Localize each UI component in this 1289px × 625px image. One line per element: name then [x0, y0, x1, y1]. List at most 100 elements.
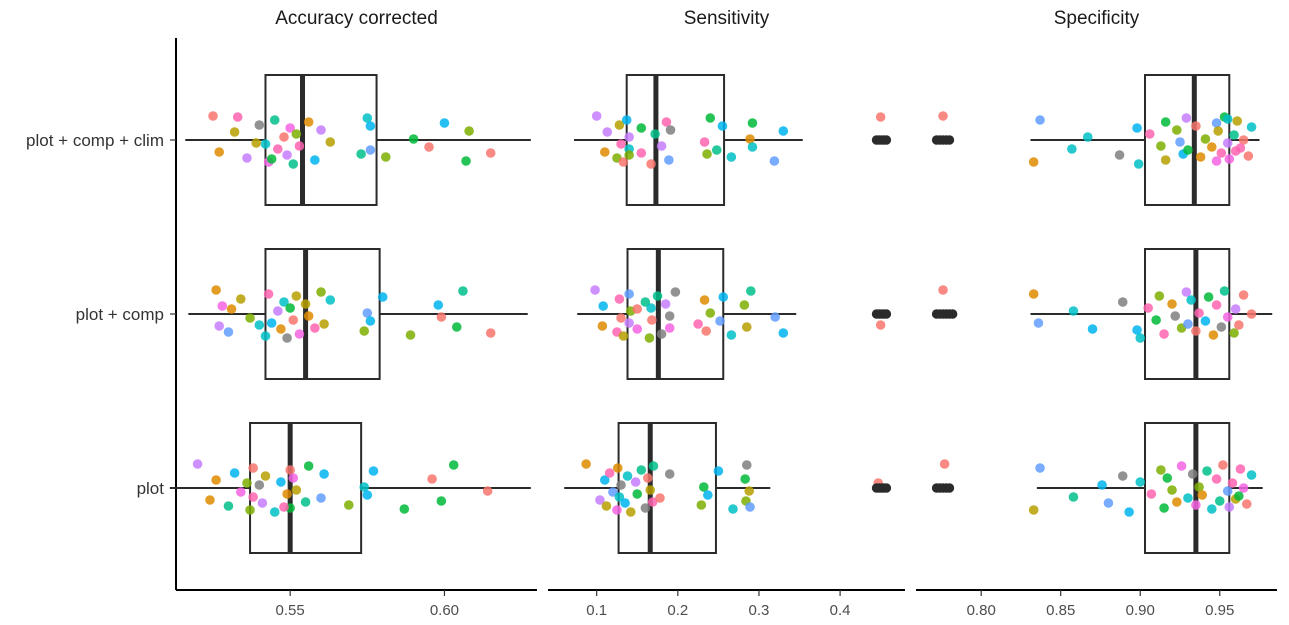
data-point [1243, 151, 1254, 161]
boxplot [169, 422, 531, 554]
data-point [616, 480, 626, 490]
data-point [310, 155, 320, 165]
data-point [646, 159, 656, 169]
data-point [632, 304, 643, 314]
data-point [705, 113, 716, 123]
x-tick-label: 0.1 [586, 602, 607, 619]
outlier-point [944, 135, 955, 145]
data-point [1035, 463, 1045, 473]
data-point [1167, 485, 1177, 495]
data-point [205, 495, 215, 505]
data-point [273, 144, 283, 154]
data-point [1246, 470, 1257, 480]
data-point [595, 495, 605, 505]
facet-panel: Specificity 0.80 0.85 0.90 0.95 [916, 8, 1277, 619]
data-point [1183, 145, 1193, 155]
data-point [1159, 503, 1169, 513]
data-point [1035, 115, 1045, 125]
y-tick-label: plot + comp + clim [26, 131, 164, 150]
boxplot [577, 248, 892, 380]
data-point [581, 459, 591, 469]
data-point [303, 311, 314, 321]
data-point [745, 134, 755, 144]
boxplot [931, 74, 1260, 206]
data-point [1191, 500, 1201, 510]
data-point [1172, 497, 1182, 507]
data-point [1197, 490, 1208, 500]
data-point [1097, 480, 1107, 490]
boxplot [931, 422, 1263, 554]
data-point [276, 477, 286, 487]
data-point [285, 465, 295, 475]
data-point [778, 328, 789, 338]
data-point [1146, 489, 1157, 499]
data-point [1087, 324, 1098, 334]
data-point [359, 326, 370, 336]
data-point [439, 118, 450, 128]
data-point [368, 466, 379, 476]
data-point [632, 489, 643, 499]
boxplot [185, 74, 531, 206]
data-point [325, 137, 336, 147]
data-point [436, 312, 447, 322]
data-point [229, 127, 240, 137]
data-point [1175, 137, 1185, 147]
x-tick-label: 0.2 [667, 602, 688, 619]
outlier-point [944, 483, 955, 493]
data-point [282, 150, 292, 160]
boxplot [573, 74, 892, 206]
data-point [427, 474, 437, 484]
data-point [217, 301, 228, 311]
data-point [1154, 291, 1165, 301]
data-point [316, 493, 326, 503]
data-point [214, 147, 224, 157]
data-point [699, 295, 710, 305]
data-point [1181, 287, 1192, 297]
data-point [1246, 309, 1257, 319]
data-point [624, 132, 634, 142]
data-point [1135, 477, 1146, 487]
data-point [1159, 329, 1169, 339]
data-point [362, 113, 373, 123]
x-tick-label: 0.80 [967, 602, 996, 619]
data-point [1191, 326, 1201, 336]
data-point [211, 475, 221, 485]
data-point [1216, 322, 1227, 332]
data-point [433, 300, 444, 310]
data-point [356, 149, 366, 159]
boxplot [188, 248, 528, 380]
data-point [1144, 129, 1155, 139]
data-point [1234, 320, 1244, 330]
data-point [661, 117, 672, 127]
data-point [282, 333, 292, 343]
data-point [362, 308, 373, 318]
data-point [254, 120, 265, 130]
data-point [1117, 297, 1128, 307]
data-point [602, 127, 613, 137]
data-point [621, 115, 632, 125]
data-point [1216, 148, 1227, 158]
data-point [1167, 299, 1177, 309]
data-point [448, 460, 459, 470]
data-point [618, 331, 629, 341]
data-point [747, 142, 758, 152]
data-point [1227, 478, 1238, 488]
data-point [1151, 315, 1161, 325]
data-point [740, 474, 750, 484]
data-point [1067, 144, 1077, 154]
outlier-point [881, 135, 892, 145]
data-point [620, 498, 630, 508]
data-point [656, 329, 667, 339]
data-point [377, 292, 388, 302]
data-point [648, 461, 659, 471]
data-point [300, 299, 311, 309]
data-point [273, 306, 283, 316]
data-point [703, 490, 713, 500]
data-point [728, 504, 738, 514]
data-point [365, 121, 376, 131]
data-point [248, 492, 258, 502]
box [617, 422, 717, 554]
data-point [294, 329, 305, 339]
data-point [614, 120, 625, 130]
